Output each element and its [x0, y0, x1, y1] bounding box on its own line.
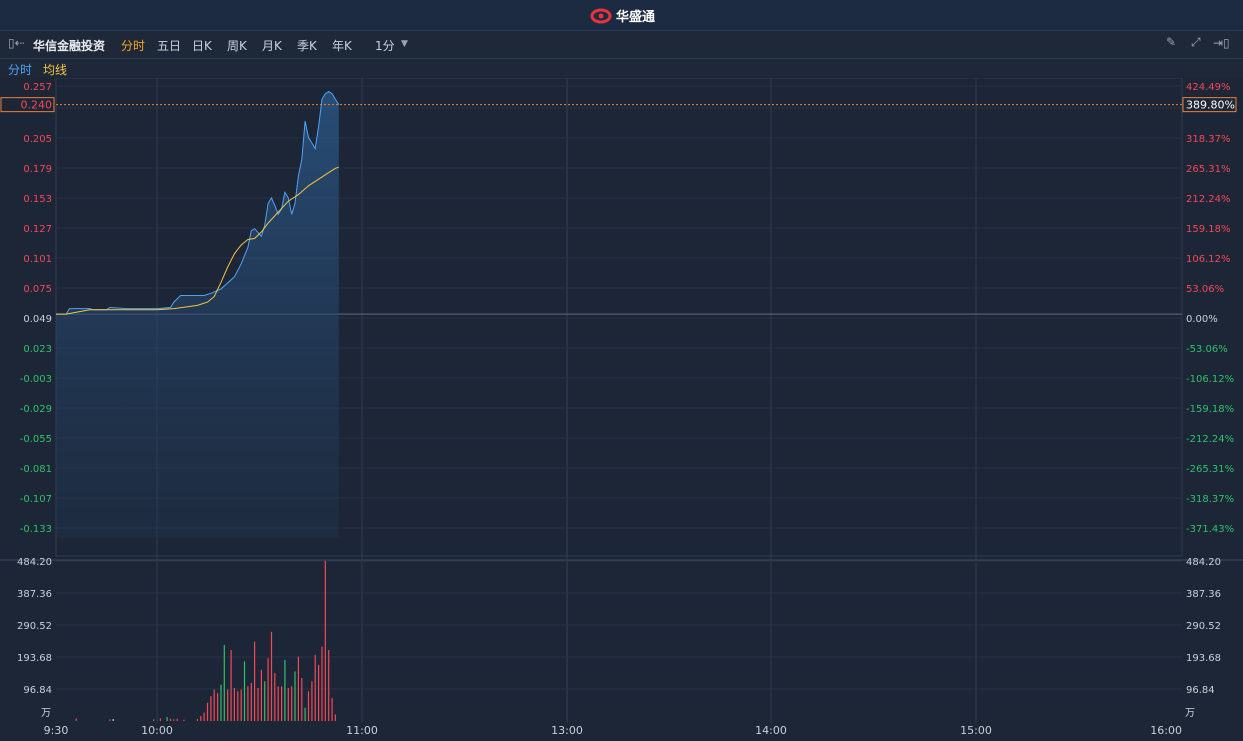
time-axis-label: 10:00 — [141, 724, 173, 737]
price-axis-label: 0.257 — [23, 82, 52, 93]
time-axis-label: 9:30 — [44, 724, 69, 737]
pct-axis-label: -371.43% — [1186, 524, 1234, 535]
title-bar: 华盛通 — [0, 0, 1243, 31]
pct-axis-label: 159.18% — [1186, 224, 1231, 235]
toolbar: ▯⇠ 华信金融投资 分时 五日 日K 周K 月K 季K 年K 1分 ▼ ✎ ⤢ … — [0, 31, 1243, 59]
pct-axis-label: -159.18% — [1186, 404, 1234, 415]
brand: 华盛通 — [590, 6, 655, 25]
price-axis-label: 0.153 — [23, 194, 52, 205]
tab-weekly-k[interactable]: 周K — [227, 39, 247, 53]
intraday-chart[interactable]: 0.2570.2310.2050.1790.1530.1270.1010.075… — [0, 78, 1243, 741]
price-axis-label: 0.127 — [23, 224, 52, 235]
crosshair-price-box — [0, 97, 55, 113]
volume-axis-label: 387.36 — [17, 589, 52, 600]
pct-axis-label: -53.06% — [1186, 344, 1228, 355]
series-price-line — [56, 90, 340, 315]
volume-axis-label-right: 387.36 — [1186, 589, 1221, 600]
collapse-left-icon[interactable]: ▯⇠ — [8, 36, 25, 50]
volume-axis-label: 290.52 — [17, 621, 52, 632]
volume-axis-label-right: 290.52 — [1186, 621, 1221, 632]
expand-icon[interactable]: ⤢ — [1191, 35, 1201, 49]
time-axis-label: 15:00 — [960, 724, 992, 737]
price-axis-label: 0.205 — [23, 134, 52, 145]
tab-quarterly-k[interactable]: 季K — [297, 39, 317, 53]
price-axis-label: -0.081 — [20, 464, 52, 475]
volume-unit-label: 万 — [41, 708, 51, 719]
brand-name: 华盛通 — [616, 10, 656, 25]
tab-monthly-k[interactable]: 月K — [262, 39, 282, 53]
pct-axis-label: -212.24% — [1186, 434, 1234, 445]
crosshair-price-label: 0.240 — [21, 99, 53, 112]
price-axis-label: 0.179 — [23, 164, 52, 175]
pct-axis-label: -106.12% — [1186, 374, 1234, 385]
brand-logo-icon — [590, 8, 612, 23]
pct-axis-label: 106.12% — [1186, 254, 1231, 265]
price-axis-label: -0.107 — [20, 494, 52, 505]
crosshair-pct-label: 389.80% — [1186, 99, 1235, 112]
tab-five-day[interactable]: 五日 — [157, 39, 182, 53]
legend-bar: 分时 均线 — [0, 59, 1243, 77]
interval-select[interactable]: 1分 — [375, 39, 395, 53]
volume-axis-label-right: 96.84 — [1186, 685, 1215, 696]
price-area-fill — [56, 91, 339, 538]
volume-axis-label-right: 484.20 — [1186, 557, 1221, 568]
time-axis-label: 14:00 — [755, 724, 787, 737]
volume-unit-label-right: 万 — [1185, 708, 1195, 719]
series-avg-line — [56, 166, 339, 315]
price-axis-label: 0.075 — [23, 284, 52, 295]
pct-axis-label: 424.49% — [1186, 82, 1231, 93]
time-axis-label: 11:00 — [346, 724, 378, 737]
volume-axis-label: 484.20 — [17, 557, 52, 568]
pct-axis-label: 212.24% — [1186, 194, 1231, 205]
tab-daily-k[interactable]: 日K — [192, 39, 212, 53]
legend-price-line: 分时 — [8, 63, 33, 77]
collapse-right-icon[interactable]: ⇥▯ — [1213, 36, 1230, 50]
volume-axis-label-right: 193.68 — [1186, 653, 1221, 664]
pct-axis-label: 318.37% — [1186, 134, 1231, 145]
price-axis-label: -0.029 — [20, 404, 52, 415]
price-axis-label: 0.101 — [23, 254, 52, 265]
price-axis-label: -0.003 — [20, 374, 52, 385]
pct-axis-label: 0.00% — [1186, 314, 1218, 325]
stock-name[interactable]: 华信金融投资 — [33, 39, 106, 53]
time-axis-label: 16:00 — [1150, 724, 1182, 737]
tab-yearly-k[interactable]: 年K — [332, 39, 352, 53]
price-axis-label: 0.023 — [23, 344, 52, 355]
volume-axis-label: 193.68 — [17, 653, 52, 664]
price-axis-label: -0.055 — [20, 434, 52, 445]
pct-axis-label: -318.37% — [1186, 494, 1234, 505]
price-axis-label: -0.133 — [20, 524, 52, 535]
legend-avg-line: 均线 — [43, 63, 68, 77]
tab-intraday[interactable]: 分时 — [121, 39, 146, 53]
crosshair-pct-box — [1182, 97, 1237, 113]
volume-axis-label: 96.84 — [23, 685, 52, 696]
chevron-down-icon[interactable]: ▼ — [401, 39, 408, 49]
pct-axis-label: 53.06% — [1186, 284, 1224, 295]
pct-axis-label: -265.31% — [1186, 464, 1234, 475]
pencil-icon[interactable]: ✎ — [1166, 35, 1177, 49]
time-axis-label: 13:00 — [551, 724, 583, 737]
price-axis-label: 0.049 — [23, 314, 52, 325]
pct-axis-label: 265.31% — [1186, 164, 1231, 175]
